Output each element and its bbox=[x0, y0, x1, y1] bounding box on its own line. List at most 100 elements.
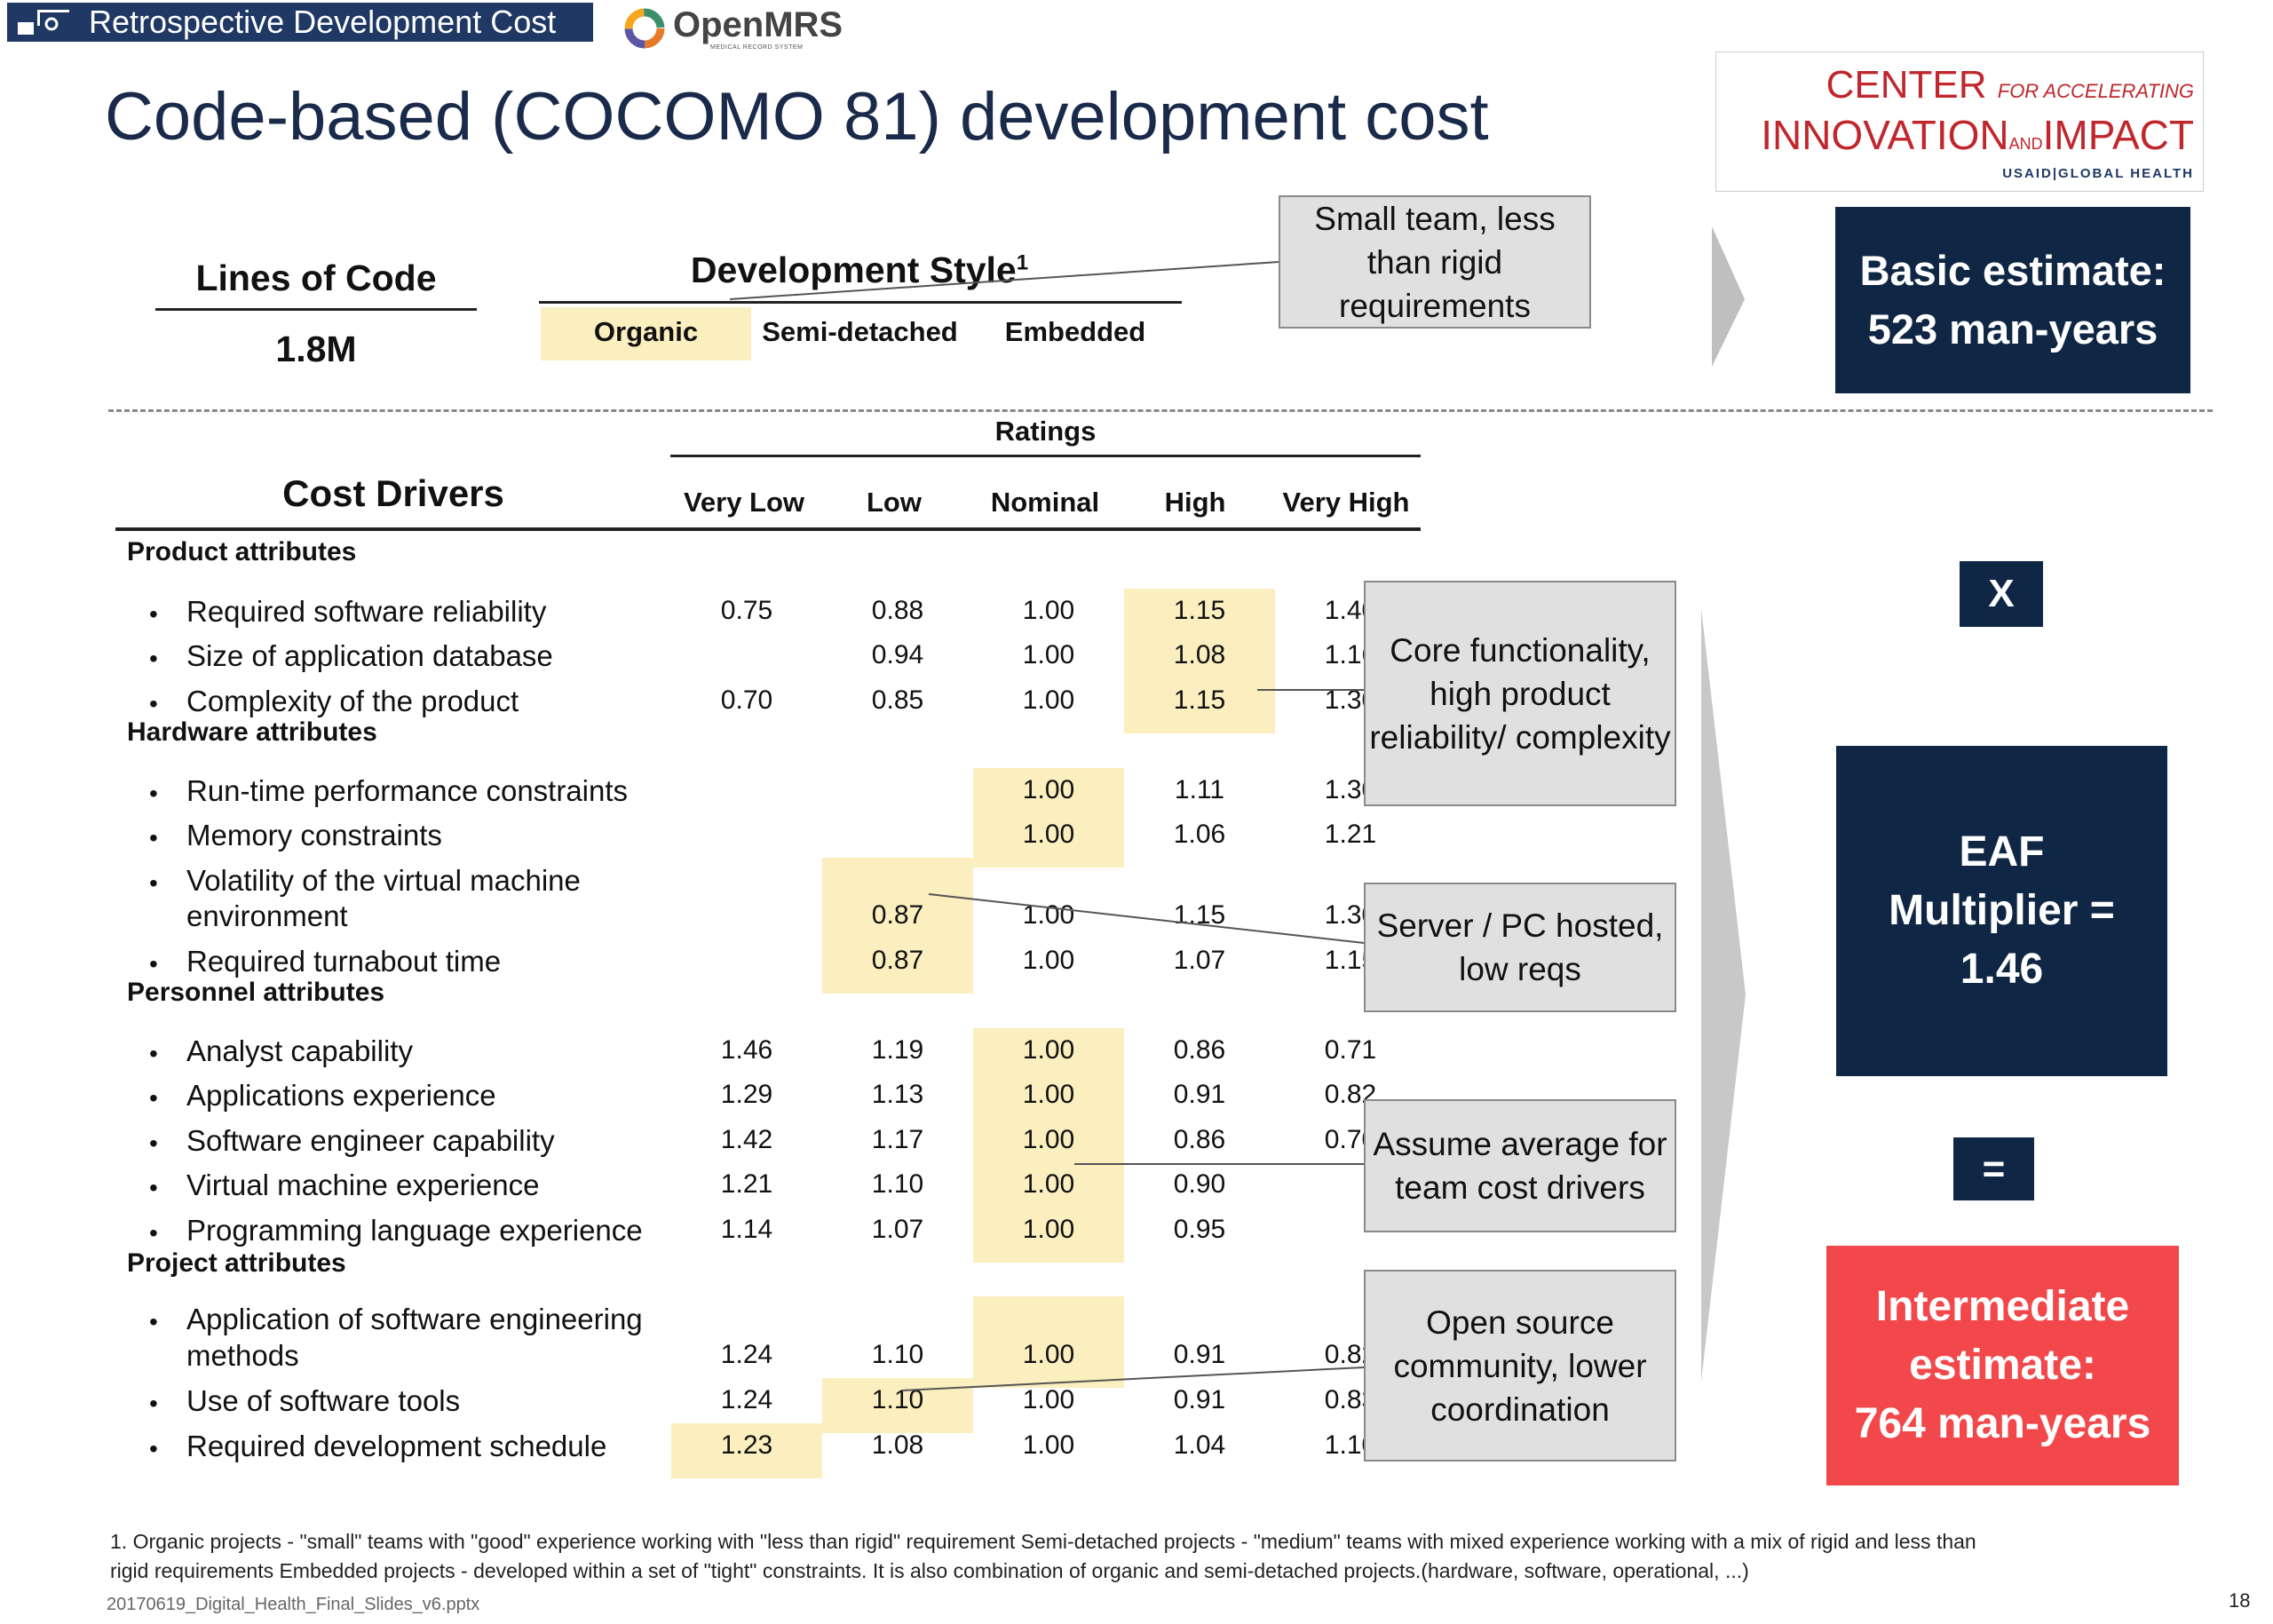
rating-value-very-low: 1.23 bbox=[720, 1430, 773, 1460]
page-number: 18 bbox=[2229, 1589, 2251, 1612]
rating-value-nominal: 1.00 bbox=[1022, 1125, 1075, 1154]
cost-driver-label: Use of software tools bbox=[186, 1384, 461, 1417]
category-project: Project attributes bbox=[127, 1248, 346, 1278]
rating-value-high: 0.91 bbox=[1173, 1080, 1226, 1109]
dev-style-organic: Organic bbox=[593, 316, 699, 347]
bullet: • bbox=[149, 690, 158, 717]
dev-style-label: Development Style1 bbox=[690, 250, 1029, 290]
puzzle-icon bbox=[18, 10, 69, 35]
cost-driver-label: Memory constraints bbox=[186, 819, 442, 852]
dev-style-divider bbox=[539, 301, 1182, 304]
ratings-divider bbox=[670, 455, 1421, 457]
rating-value-high: 1.15 bbox=[1173, 596, 1226, 625]
bullet: • bbox=[149, 869, 158, 897]
bullet: • bbox=[149, 600, 158, 628]
loc-value: 1.8M bbox=[275, 329, 357, 369]
cost-driver-label: Complexity of the product bbox=[186, 685, 519, 717]
rating-value-high: 1.04 bbox=[1173, 1430, 1226, 1460]
col-low: Low bbox=[867, 487, 922, 518]
rating-value-nominal: 1.00 bbox=[1022, 820, 1075, 849]
cost-driver-label: Programming language experience bbox=[186, 1214, 643, 1247]
cost-driver-label: Application of software engineering bbox=[186, 1303, 643, 1335]
rating-value-low: 1.08 bbox=[871, 1430, 924, 1460]
arrow-eaf bbox=[1701, 608, 1746, 1382]
bullet: • bbox=[149, 1084, 158, 1112]
footnote-line-2: rigid requirements Embedded projects - d… bbox=[110, 1559, 1749, 1582]
selected-rating-highlight bbox=[822, 939, 973, 994]
intermediate-label-1: Intermediate bbox=[1875, 1283, 2130, 1330]
bullet: • bbox=[149, 1308, 158, 1335]
eaf-value: 1.46 bbox=[1960, 946, 2044, 993]
equals-symbol: = bbox=[1953, 1137, 2034, 1200]
bullet: • bbox=[149, 1040, 158, 1067]
category-personnel: Personnel attributes bbox=[127, 978, 385, 1007]
rating-value-very-high: 0.71 bbox=[1324, 1035, 1377, 1065]
openmrs-logo: OpenMRS MEDICAL RECORD SYSTEM bbox=[622, 2, 843, 57]
col-nominal: Nominal bbox=[990, 487, 1100, 518]
callout-core: Core functionality, high product reliabi… bbox=[1364, 581, 1676, 806]
loc-divider bbox=[155, 308, 477, 311]
rating-value-low: 1.13 bbox=[871, 1080, 924, 1109]
cost-driver-label: Volatility of the virtual machine bbox=[186, 864, 581, 897]
rating-value-very-low: 1.24 bbox=[720, 1385, 773, 1414]
cacii-logo-line3: USAID|GLOBAL HEALTH bbox=[2002, 166, 2194, 181]
section-tag: Retrospective Development Cost bbox=[7, 3, 593, 42]
col-very-high: Very High bbox=[1282, 487, 1410, 518]
eaf-label-1: EAF bbox=[1959, 828, 2045, 875]
bullet: • bbox=[149, 1219, 158, 1247]
cost-driver-label: Software engineer capability bbox=[186, 1124, 555, 1157]
intermediate-estimate-box: Intermediate estimate: 764 man-years bbox=[1826, 1246, 2179, 1485]
category-product: Product attributes bbox=[127, 537, 357, 566]
header-divider bbox=[115, 527, 1421, 531]
rating-value-low: 0.87 bbox=[871, 900, 924, 930]
rating-value-nominal: 1.00 bbox=[1022, 900, 1075, 930]
rating-value-very-low: 1.21 bbox=[720, 1169, 773, 1199]
rating-value-low: 1.10 bbox=[871, 1385, 924, 1414]
bullet: • bbox=[149, 645, 158, 672]
rating-value-low: 1.17 bbox=[871, 1125, 924, 1154]
rating-value-nominal: 1.00 bbox=[1022, 775, 1075, 804]
rating-value-high: 0.91 bbox=[1173, 1385, 1226, 1414]
rating-value-very-low: 0.75 bbox=[720, 596, 773, 625]
rating-value-nominal: 1.00 bbox=[1022, 1035, 1075, 1065]
rating-value-nominal: 1.00 bbox=[1022, 1080, 1075, 1109]
callout-small-team: Small team, less than rigid requirements bbox=[1279, 195, 1591, 329]
basic-estimate-label: Basic estimate: bbox=[1859, 247, 2166, 294]
rating-value-low: 0.88 bbox=[871, 596, 924, 625]
callout-open-source: Open source community, lower coordinatio… bbox=[1364, 1270, 1676, 1462]
rating-value-very-high: 1.21 bbox=[1324, 820, 1377, 849]
dev-style-selected-bg bbox=[541, 307, 751, 360]
cost-driver-label: Required software reliability bbox=[186, 595, 547, 628]
cost-driver-label: Applications experience bbox=[186, 1079, 496, 1112]
rating-value-nominal: 1.00 bbox=[1022, 1430, 1075, 1460]
col-very-low: Very Low bbox=[683, 487, 805, 518]
rating-value-very-low: 1.24 bbox=[720, 1340, 773, 1369]
rating-value-high: 0.90 bbox=[1173, 1169, 1226, 1199]
rating-value-high: 0.86 bbox=[1173, 1035, 1226, 1065]
rating-value-very-low: 1.42 bbox=[720, 1125, 773, 1154]
cost-driver-label: Virtual machine experience bbox=[186, 1168, 540, 1201]
intermediate-label-2: estimate: bbox=[1909, 1342, 2096, 1389]
cacii-logo: CENTER FOR ACCELERATING INNOVATIONANDIMP… bbox=[1715, 51, 2204, 192]
cost-driver-label: Size of application database bbox=[186, 639, 553, 672]
rating-value-low: 0.85 bbox=[871, 685, 924, 715]
bullet: • bbox=[149, 1174, 158, 1201]
selected-rating-highlight bbox=[671, 1423, 822, 1478]
cost-driver-label: Analyst capability bbox=[186, 1034, 413, 1067]
rating-value-low: 1.10 bbox=[871, 1169, 924, 1199]
selected-rating-highlight bbox=[1124, 678, 1275, 733]
col-high: High bbox=[1164, 487, 1226, 518]
rating-value-very-low: 1.29 bbox=[720, 1080, 773, 1109]
dev-style-embedded: Embedded bbox=[1004, 316, 1146, 347]
rating-value-nominal: 1.00 bbox=[1022, 1385, 1075, 1414]
category-hardware: Hardware attributes bbox=[127, 717, 377, 747]
callout-average: Assume average for team cost drivers bbox=[1364, 1099, 1676, 1232]
footnote: 1. Organic projects - "small" teams with… bbox=[110, 1527, 2188, 1586]
cost-driver-label-continued: methods bbox=[186, 1339, 299, 1372]
bullet: • bbox=[149, 780, 158, 807]
rating-value-nominal: 1.00 bbox=[1022, 1215, 1075, 1244]
cost-drivers-label: Cost Drivers bbox=[282, 472, 504, 514]
cost-driver-label: Required turnabout time bbox=[186, 945, 502, 978]
rating-value-high: 1.06 bbox=[1173, 820, 1226, 849]
rating-value-high: 1.08 bbox=[1173, 640, 1226, 669]
